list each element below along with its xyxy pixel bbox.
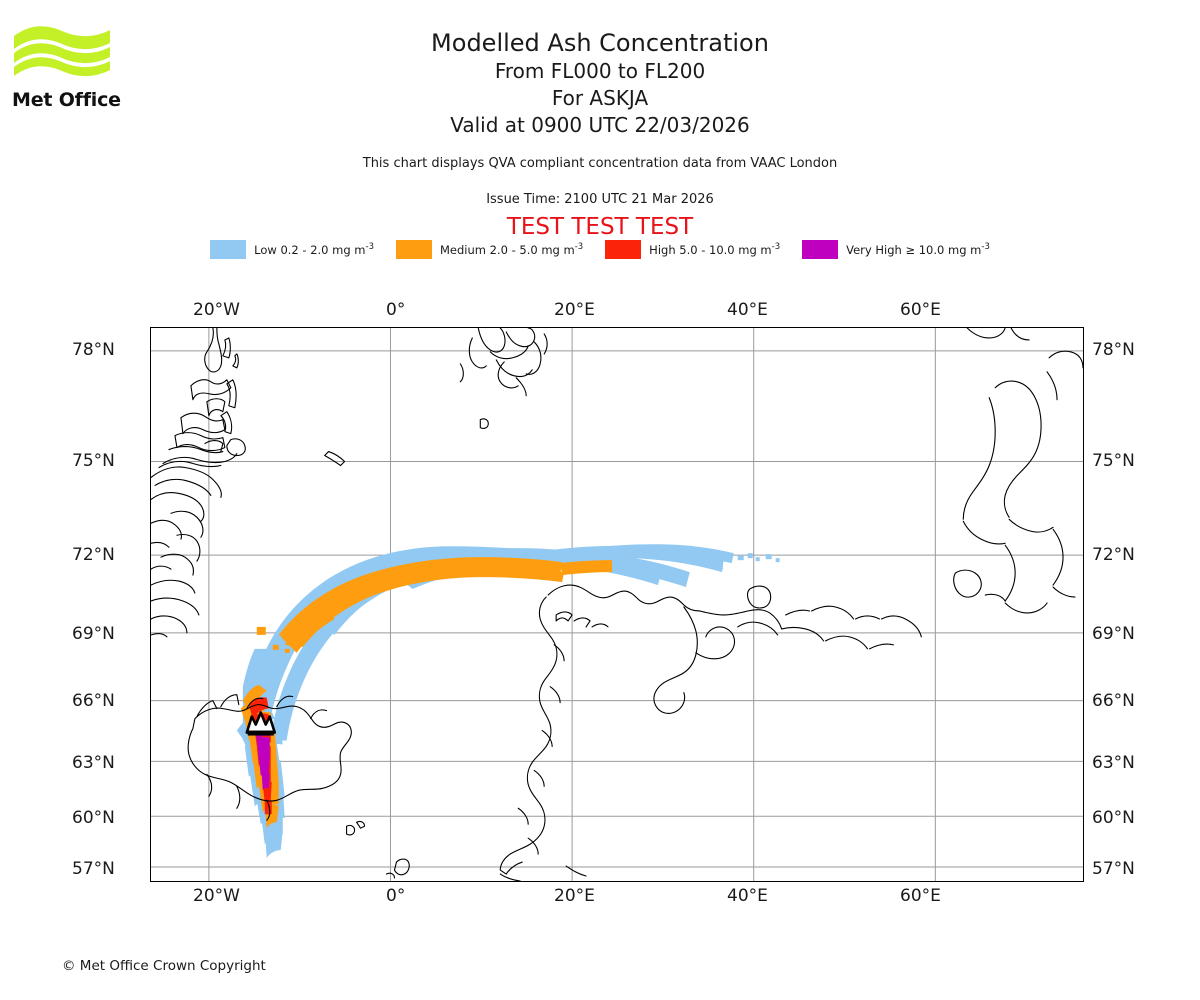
lat-tick-right-7: 57°N xyxy=(1092,859,1135,879)
legend-item-medium: Medium 2.0 - 5.0 mg m-3 xyxy=(395,240,584,259)
lat-tick-left-2: 72°N xyxy=(72,545,115,565)
map-canvas xyxy=(151,328,1083,881)
lat-tick-left-4: 66°N xyxy=(72,691,115,711)
chart-title-block: Modelled Ash Concentration From FL000 to… xyxy=(0,28,1200,139)
issue-time: Issue Time: 2100 UTC 21 Mar 2026 xyxy=(486,192,714,207)
volcano-marker-icon xyxy=(245,711,277,736)
graticule xyxy=(151,328,1083,881)
lat-tick-left-1: 75°N xyxy=(72,451,115,471)
lon-tick-top-3: 40°E xyxy=(727,300,768,320)
lat-tick-left-0: 78°N xyxy=(72,340,115,360)
plume-medium-layer xyxy=(240,557,613,829)
lat-tick-right-2: 72°N xyxy=(1092,545,1135,565)
legend-label-low: Low 0.2 - 2.0 mg m-3 xyxy=(254,242,374,257)
lon-tick-top-2: 20°E xyxy=(554,300,595,320)
lat-tick-left-6: 60°N xyxy=(72,808,115,828)
met-office-wordmark: Met Office xyxy=(12,89,121,111)
lon-tick-bot-3: 40°E xyxy=(727,886,768,906)
legend-label-high: High 5.0 - 10.0 mg m-3 xyxy=(649,242,781,257)
lat-tick-right-0: 78°N xyxy=(1092,340,1135,360)
lat-tick-left-7: 57°N xyxy=(72,859,115,879)
lat-tick-left-3: 69°N xyxy=(72,624,115,644)
copyright-footer: © Met Office Crown Copyright xyxy=(62,958,266,974)
lat-tick-left-5: 63°N xyxy=(72,753,115,773)
lon-tick-bot-1: 0° xyxy=(386,886,406,906)
met-office-logo: Met Office xyxy=(12,22,132,111)
legend-swatch-low xyxy=(210,240,247,259)
ash-plume xyxy=(236,544,780,859)
coastlines xyxy=(151,328,1083,881)
page-title: Modelled Ash Concentration xyxy=(431,29,769,57)
legend-swatch-high xyxy=(605,240,642,259)
qva-note: This chart displays QVA compliant concen… xyxy=(362,156,838,171)
legend-item-high: High 5.0 - 10.0 mg m-3 xyxy=(605,240,780,259)
lon-tick-top-0: 20°W xyxy=(193,300,240,320)
lat-tick-right-5: 63°N xyxy=(1092,753,1135,773)
lat-tick-right-3: 69°N xyxy=(1092,624,1135,644)
test-banner: TEST TEST TEST xyxy=(506,214,694,240)
wave-bands-logo-icon xyxy=(14,26,110,77)
legend-label-medium: Medium 2.0 - 5.0 mg m-3 xyxy=(439,242,584,257)
lon-tick-top-1: 0° xyxy=(386,300,406,320)
legend-swatch-very-high xyxy=(802,240,839,259)
legend-label-very-high: Very High ≥ 10.0 mg m-3 xyxy=(846,242,990,257)
legend-item-very-high: Very High ≥ 10.0 mg m-3 xyxy=(802,240,990,259)
title-volcano: For ASKJA xyxy=(551,86,649,110)
lon-tick-bot-2: 20°E xyxy=(554,886,595,906)
lat-tick-right-6: 60°N xyxy=(1092,808,1135,828)
title-flight-levels: From FL000 to FL200 xyxy=(494,59,706,83)
lon-tick-bot-4: 60°E xyxy=(900,886,941,906)
legend-swatch-medium xyxy=(395,240,432,259)
lon-tick-top-4: 60°E xyxy=(900,300,941,320)
lon-tick-bot-0: 20°W xyxy=(193,886,240,906)
concentration-legend: Low 0.2 - 2.0 mg m-3 Medium 2.0 - 5.0 mg… xyxy=(0,240,1200,259)
title-valid-time: Valid at 0900 UTC 22/03/2026 xyxy=(450,113,750,137)
ash-concentration-map[interactable] xyxy=(150,327,1084,882)
legend-item-low: Low 0.2 - 2.0 mg m-3 xyxy=(210,240,374,259)
lat-tick-right-1: 75°N xyxy=(1092,451,1135,471)
plume-low-layer xyxy=(236,544,780,859)
lat-tick-right-4: 66°N xyxy=(1092,691,1135,711)
